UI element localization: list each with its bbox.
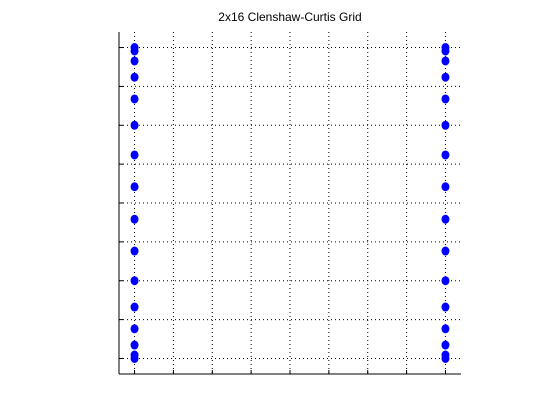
data-point [130, 120, 139, 130]
grid-lines [119, 32, 461, 374]
data-point [441, 150, 450, 160]
data-point [441, 246, 450, 256]
data-point [441, 182, 450, 192]
data-point [130, 350, 139, 360]
data-point [130, 340, 139, 350]
data-point [130, 56, 139, 66]
data-point [130, 43, 139, 53]
data-point [130, 324, 139, 334]
data-point [441, 324, 450, 334]
data-point [441, 276, 450, 286]
data-point [441, 72, 450, 82]
data-point [130, 214, 139, 224]
data-point [130, 246, 139, 256]
axis-ticks [119, 47, 446, 374]
data-point [130, 182, 139, 192]
data-point [441, 302, 450, 312]
data-point [130, 276, 139, 286]
data-point [441, 43, 450, 53]
data-points [130, 43, 450, 363]
data-point [441, 350, 450, 360]
data-point [441, 56, 450, 66]
axes [118, 32, 461, 375]
data-point [130, 94, 139, 104]
data-point [441, 214, 450, 224]
data-point [441, 94, 450, 104]
data-point [130, 72, 139, 82]
data-point [130, 150, 139, 160]
chart-title: 2x16 Clenshaw-Curtis Grid [218, 10, 361, 24]
data-point [441, 120, 450, 130]
data-point [441, 340, 450, 350]
data-point [130, 302, 139, 312]
